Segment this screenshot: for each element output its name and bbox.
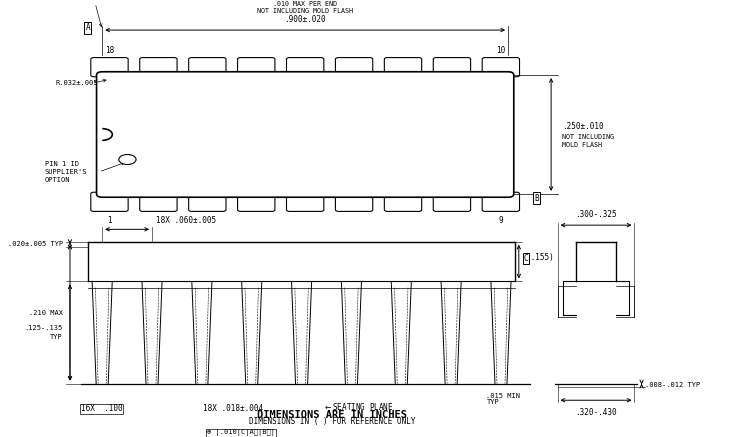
FancyBboxPatch shape [384, 192, 422, 212]
Text: TYP: TYP [487, 399, 500, 406]
FancyBboxPatch shape [91, 58, 128, 77]
FancyBboxPatch shape [238, 192, 275, 212]
FancyBboxPatch shape [91, 192, 128, 212]
Text: .210 MAX: .210 MAX [28, 310, 63, 316]
FancyBboxPatch shape [140, 58, 177, 77]
Text: NOT INCLUDING MOLD FLASH: NOT INCLUDING MOLD FLASH [257, 8, 353, 14]
FancyBboxPatch shape [238, 58, 275, 77]
Text: TYP: TYP [50, 334, 63, 340]
Text: .250±.010: .250±.010 [562, 121, 604, 131]
Text: SUPPLIER'S: SUPPLIER'S [45, 169, 87, 175]
Text: OPTION: OPTION [45, 177, 70, 184]
Text: (.155): (.155) [526, 253, 554, 262]
Text: 9: 9 [499, 216, 503, 225]
Text: A: A [86, 24, 90, 32]
FancyBboxPatch shape [286, 192, 324, 212]
FancyBboxPatch shape [335, 192, 373, 212]
Text: C: C [524, 254, 528, 263]
FancyBboxPatch shape [140, 192, 177, 212]
Circle shape [118, 155, 136, 164]
Text: .300-.325: .300-.325 [575, 210, 616, 219]
Text: 16X  .100: 16X .100 [81, 404, 122, 413]
Text: .020±.005 TYP: .020±.005 TYP [8, 241, 63, 247]
Text: ⊕ |.010|C|A⑤|B⑤|: ⊕ |.010|C|A⑤|B⑤| [207, 430, 275, 437]
FancyBboxPatch shape [97, 72, 514, 197]
Text: 1: 1 [107, 216, 112, 225]
Text: 10: 10 [496, 46, 506, 55]
Text: R.032±.005: R.032±.005 [56, 80, 98, 87]
FancyBboxPatch shape [335, 58, 373, 77]
Text: DIMENSIONS ARE IN INCHES: DIMENSIONS ARE IN INCHES [257, 410, 407, 420]
Text: .320-.430: .320-.430 [575, 408, 616, 417]
Text: PIN 1 ID: PIN 1 ID [45, 161, 79, 166]
FancyBboxPatch shape [433, 192, 470, 212]
Text: 18X .018±.004: 18X .018±.004 [203, 404, 263, 413]
Text: $\leftarrow$SEATING PLANE: $\leftarrow$SEATING PLANE [323, 401, 394, 412]
Text: B: B [535, 194, 539, 203]
FancyBboxPatch shape [384, 58, 422, 77]
Text: DIMENSIONS IN ( ) FOR REFERENCE ONLY: DIMENSIONS IN ( ) FOR REFERENCE ONLY [249, 416, 416, 426]
Text: .900±.020: .900±.020 [284, 15, 326, 24]
FancyBboxPatch shape [286, 58, 324, 77]
FancyBboxPatch shape [433, 58, 470, 77]
Text: 18X .060±.005: 18X .060±.005 [156, 216, 216, 225]
FancyBboxPatch shape [189, 58, 226, 77]
Text: MOLD FLASH: MOLD FLASH [562, 142, 602, 148]
Text: .125-.135: .125-.135 [25, 325, 63, 331]
FancyBboxPatch shape [482, 58, 520, 77]
FancyBboxPatch shape [482, 192, 520, 212]
Text: NOT INCLUDING: NOT INCLUDING [562, 134, 614, 139]
Text: 18: 18 [105, 46, 114, 55]
Text: .010 MAX PER END: .010 MAX PER END [273, 1, 338, 7]
FancyBboxPatch shape [189, 192, 226, 212]
Text: .008-.012 TYP: .008-.012 TYP [645, 382, 700, 388]
Text: .015 MIN: .015 MIN [487, 393, 520, 399]
